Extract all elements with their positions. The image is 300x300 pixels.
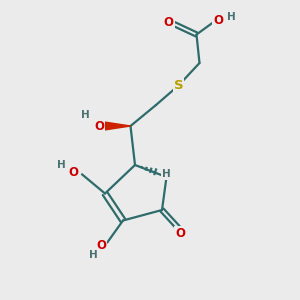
Text: O: O bbox=[164, 16, 174, 29]
Text: H: H bbox=[161, 169, 170, 179]
Text: O: O bbox=[175, 227, 185, 240]
Text: O: O bbox=[213, 14, 224, 28]
Text: H: H bbox=[81, 110, 90, 120]
Text: H: H bbox=[89, 250, 98, 260]
Text: O: O bbox=[94, 119, 104, 133]
Text: H: H bbox=[57, 160, 65, 170]
Text: O: O bbox=[96, 239, 106, 252]
Text: S: S bbox=[174, 79, 183, 92]
Text: O: O bbox=[69, 166, 79, 179]
Polygon shape bbox=[105, 122, 130, 130]
Text: H: H bbox=[226, 11, 236, 22]
